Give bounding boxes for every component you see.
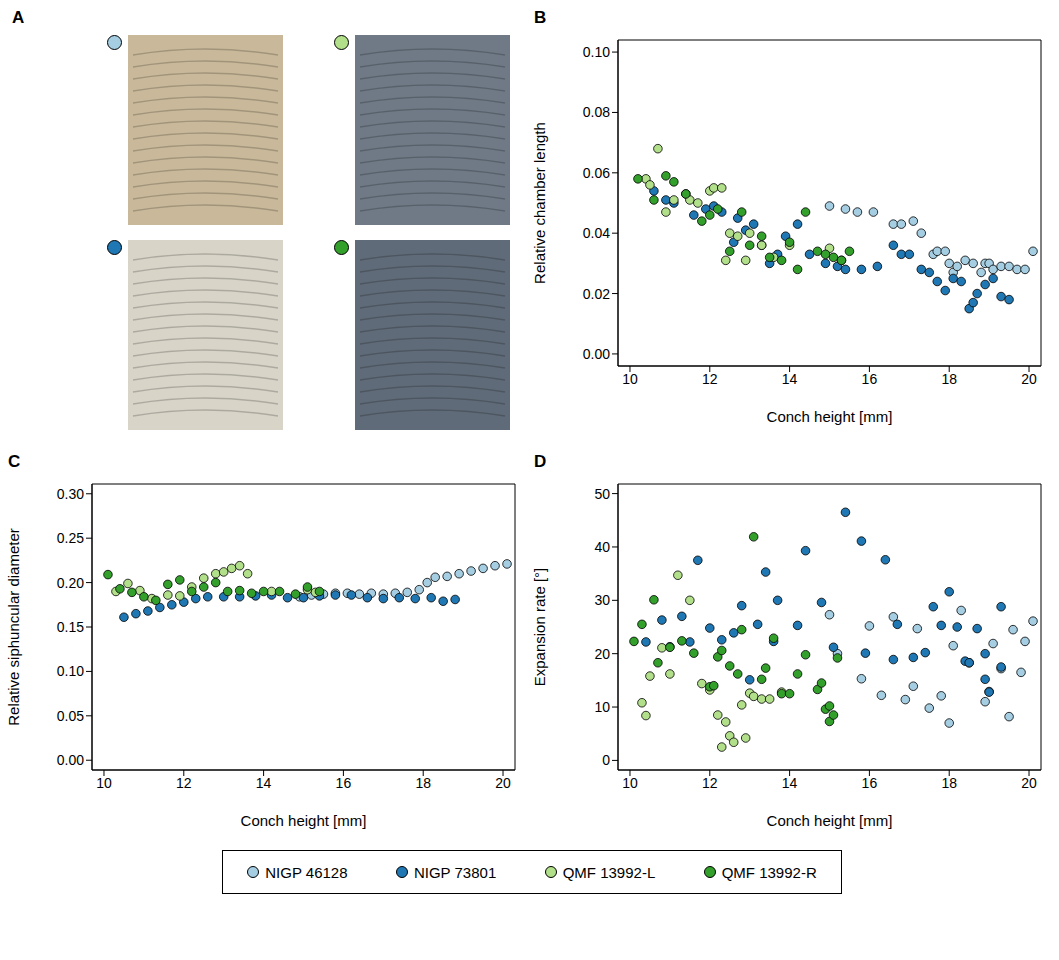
svg-text:0.00: 0.00 <box>583 346 610 362</box>
html-text:NIGP 73801: NIGP 73801 <box>414 863 497 881</box>
svg-text:10: 10 <box>594 699 610 715</box>
svg-text:30: 30 <box>594 592 610 608</box>
svg-text:Relative siphuncular diameter: Relative siphuncular diameter <box>5 528 22 726</box>
svg-text:0.08: 0.08 <box>583 104 610 120</box>
svg-text:12: 12 <box>702 775 718 791</box>
svg-text:10: 10 <box>622 371 638 387</box>
svg-text:0.30: 0.30 <box>57 486 84 502</box>
svg-text:12: 12 <box>176 775 192 791</box>
svg-text:0.10: 0.10 <box>57 663 84 679</box>
svg-text:18: 18 <box>941 775 957 791</box>
svg-text:16: 16 <box>336 775 352 791</box>
html-text:D: D <box>534 452 547 471</box>
svg-text:Relative chamber length: Relative chamber length <box>531 122 548 284</box>
svg-text:0.25: 0.25 <box>57 530 84 546</box>
svg-text:12: 12 <box>702 371 718 387</box>
svg-text:0.06: 0.06 <box>583 165 610 181</box>
svg-text:18: 18 <box>415 775 431 791</box>
svg-text:14: 14 <box>782 775 798 791</box>
html-text:B: B <box>534 8 547 27</box>
svg-text:Expansion rate [°]: Expansion rate [°] <box>531 568 548 687</box>
svg-text:20: 20 <box>594 646 610 662</box>
svg-text:16: 16 <box>862 371 878 387</box>
html-text:NIGP 46128: NIGP 46128 <box>265 863 348 881</box>
svg-text:0.20: 0.20 <box>57 575 84 591</box>
svg-text:0.02: 0.02 <box>583 286 610 302</box>
html-text:QMF 13992-L: QMF 13992-L <box>562 863 656 881</box>
html-text:A: A <box>12 8 25 27</box>
svg-text:0.10: 0.10 <box>583 44 610 60</box>
svg-text:Conch height [mm]: Conch height [mm] <box>767 812 893 829</box>
svg-text:0.15: 0.15 <box>57 619 84 635</box>
svg-text:0.05: 0.05 <box>57 708 84 724</box>
svg-text:0.04: 0.04 <box>583 225 610 241</box>
svg-text:20: 20 <box>1021 371 1037 387</box>
svg-text:0.00: 0.00 <box>57 752 84 768</box>
svg-text:0: 0 <box>602 752 610 768</box>
html-text:QMF 13992-R: QMF 13992-R <box>721 863 817 881</box>
svg-text:14: 14 <box>782 371 798 387</box>
svg-text:16: 16 <box>862 775 878 791</box>
svg-text:40: 40 <box>594 539 610 555</box>
svg-text:20: 20 <box>495 775 511 791</box>
html-text:C: C <box>8 452 21 471</box>
svg-text:18: 18 <box>941 371 957 387</box>
svg-text:Conch height [mm]: Conch height [mm] <box>241 812 367 829</box>
svg-text:20: 20 <box>1021 775 1037 791</box>
svg-text:Conch height [mm]: Conch height [mm] <box>767 408 893 425</box>
svg-text:14: 14 <box>256 775 272 791</box>
svg-text:50: 50 <box>594 486 610 502</box>
svg-text:10: 10 <box>622 775 638 791</box>
svg-text:10: 10 <box>96 775 112 791</box>
